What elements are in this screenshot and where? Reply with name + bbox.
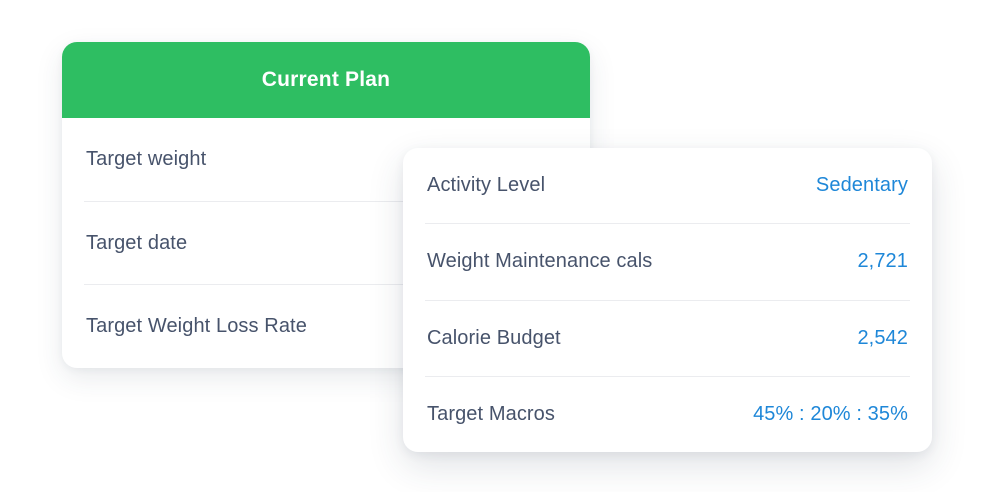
row-label: Weight Maintenance cals <box>427 250 653 273</box>
row-target-weight[interactable]: Target weight <box>62 118 590 201</box>
row-value: 2,542 <box>857 326 908 349</box>
row-weight-maintenance-cals[interactable]: Weight Maintenance cals 2,721 <box>403 224 932 299</box>
row-activity-level[interactable]: Activity Level Sedentary <box>403 148 932 223</box>
row-calorie-budget[interactable]: Calorie Budget 2,542 <box>403 301 932 376</box>
current-plan-body: Target weight Target date Target Weight … <box>62 118 590 368</box>
current-plan-header: Current Plan <box>62 42 590 118</box>
row-label: Activity Level <box>427 174 546 197</box>
row-target-macros[interactable]: Target Macros 45% : 20% : 35% <box>403 377 932 452</box>
row-target-weight-loss-rate[interactable]: Target Weight Loss Rate <box>62 285 590 368</box>
row-label: Target weight <box>86 147 207 170</box>
row-label: Target date <box>86 231 188 254</box>
row-divider <box>84 200 568 202</box>
row-label: Target Weight Loss Rate <box>86 315 307 338</box>
row-divider <box>84 284 568 286</box>
row-divider <box>425 375 910 377</box>
current-plan-title: Current Plan <box>261 68 391 91</box>
row-value: Sedentary <box>815 174 908 197</box>
row-label: Target Macros <box>427 402 556 425</box>
row-value: 2,721 <box>857 250 908 273</box>
row-divider <box>425 223 910 225</box>
plan-settings-card: Activity Level Sedentary Weight Maintena… <box>403 148 932 452</box>
row-divider <box>425 299 910 301</box>
row-label: Calorie Budget <box>427 326 561 349</box>
row-value: 45% : 20% : 35% <box>753 402 908 425</box>
row-target-date[interactable]: Target date <box>62 202 590 285</box>
